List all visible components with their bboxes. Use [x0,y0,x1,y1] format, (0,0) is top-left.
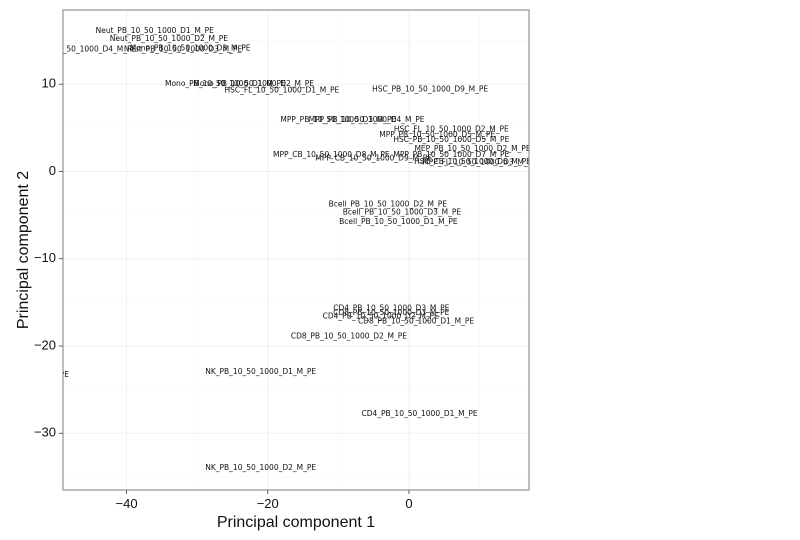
point-label: Bcell_PB_10_50_1000_D1_M_PE [339,217,458,226]
point-label: HSC_PB_10_50_1000_D5_M_PE [393,135,509,144]
point-label: MPP_PB_10_50_1000_D7_M_PE [393,150,509,159]
point-label: HSC_CB_10_50_1000_D6_M_PE [414,157,531,166]
point-label: NK_PB_10_50_1000_D3_M_PE [0,370,69,379]
point-label: Neut_PB_10_50_1000_D3_M_PE [124,44,243,53]
axis-ticks: −40 −20 0 10 0 −10 −20 −30 [34,76,413,511]
point-label: NK_PB_10_50_1000_D1_M_PE [205,367,316,376]
y-tick-label: −20 [34,337,56,352]
point-label: HSC_FL_10_50_1000_D2_M_PE [394,125,509,134]
point-label: MEP_PB_10_50_1000_D2_M_PE [414,144,530,153]
point-label: Bcell_PB_10_50_1000_D3_M_PE [343,207,462,216]
plot-panel-border [62,9,530,491]
point-label: MPP_FL_10_50_1000_D3_M_PE [422,158,537,167]
point-label: MPP_PB_10_50_1000_D5_M_PE [379,130,495,139]
point-label: Neut_PB_10_50_1000_D4_M_PE [18,44,137,53]
point-label: MPP_PB_10_50_1000_D3_M_PE [280,115,396,124]
x-tick-label: −40 [116,496,138,511]
point-label: Mono_PB_10_50_1000_D2_M_PE [193,79,314,88]
point-label: CD4_PB_10_50_1000_D1_M_PE [361,409,477,418]
y-tick-label: −10 [34,250,56,265]
point-label: Mono_PB_10_50_1000_D1_M_PE [165,79,286,88]
y-axis-title: Principal component 2 [15,171,32,329]
point-label: MPP_PB_10_50_1000_D4_M_PE [309,115,425,124]
x-axis-title: Principal component 1 [217,514,375,531]
x-tick-label: 0 [405,496,412,511]
point-label: MPP_CB_10_50_1000_D8_M_PE [273,150,390,159]
point-labels: Neut_PB_10_50_1000_D1_M_PENeut_PB_10_50_… [0,26,537,472]
point-label: CD8_PB_10_50_1000_D3_M_PE [333,308,449,317]
y-tick-label: 10 [42,76,56,91]
point-label: CD4_PB_10_50_1000_D2_M_PE [323,311,439,320]
x-tick-label: −20 [257,496,279,511]
point-label: Mono_PB_10_50_1000_D3_M_PE [130,43,251,52]
point-label: CD8_PB_10_50_1000_D2_M_PE [291,331,407,340]
grid [63,10,529,490]
point-label: CD4_PB_10_50_1000_D3_M_PE [333,303,449,312]
point-label: NK_PB_10_50_1000_D2_M_PE [205,463,316,472]
y-tick-label: 0 [49,163,56,178]
point-label: HSC_PB_10_50_1000_D9_M_PE [372,84,488,93]
y-tick-label: −30 [34,425,56,440]
point-label: Bcell_PB_10_50_1000_D2_M_PE [329,200,448,209]
point-label: Neut_PB_10_50_1000_D1_M_PE [96,26,215,35]
point-label: Neut_PB_10_50_1000_D2_M_PE [110,34,229,43]
point-label: CD8_PB_10_50_1000_D1_M_PE [358,317,474,326]
point-label: MPP_CB_10_50_1000_D9_M_PE [315,153,432,162]
point-label: HSC_FL_10_50_1000_D1_M_PE [224,85,339,94]
